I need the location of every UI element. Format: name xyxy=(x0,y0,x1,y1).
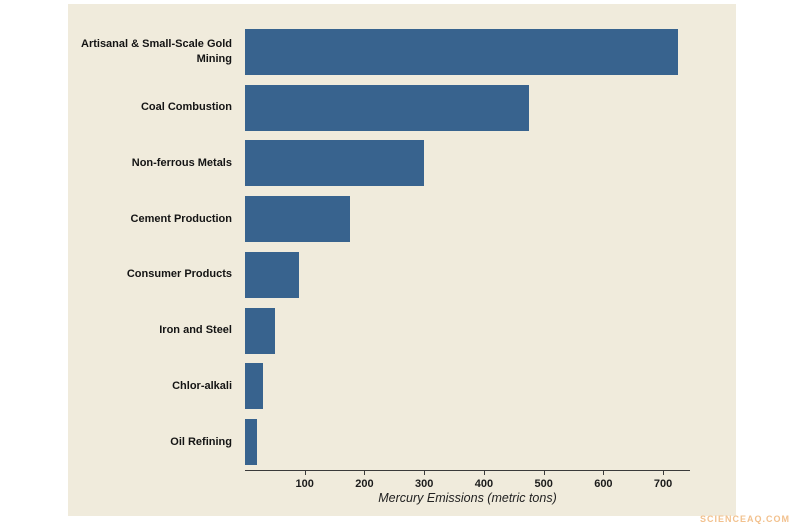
tick-mark xyxy=(663,471,665,475)
watermark: SCIENCEAQ.COM xyxy=(699,514,790,524)
tick-label: 600 xyxy=(594,478,613,490)
tick-mark xyxy=(304,471,306,475)
chart-row: Oil Refining xyxy=(68,414,736,470)
bar xyxy=(245,419,257,466)
bar xyxy=(245,251,299,298)
bar xyxy=(245,28,679,75)
category-label: Non-ferrous Metals xyxy=(131,156,232,169)
tick-mark xyxy=(424,471,426,475)
category-label: Consumer Products xyxy=(126,268,232,281)
bar-track xyxy=(245,247,690,303)
tick-label: 500 xyxy=(534,478,553,490)
bar-track xyxy=(245,303,690,359)
category-label: Coal Combustion xyxy=(140,101,232,114)
category-label: Iron and Steel xyxy=(159,324,232,337)
tick-label: 100 xyxy=(295,478,314,490)
chart-row: Cement Production xyxy=(68,191,736,247)
bar xyxy=(245,307,275,354)
category-label: Artisanal & Small-Scale Gold Mining xyxy=(81,38,232,65)
tick-mark xyxy=(364,471,366,475)
x-axis: 100 200 300 400 500 600 700 xyxy=(245,470,690,490)
bar xyxy=(245,84,529,131)
bar-track xyxy=(245,80,690,136)
category-label: Oil Refining xyxy=(170,435,232,448)
bar xyxy=(245,140,425,187)
bar-track xyxy=(245,414,690,470)
tick-label: 300 xyxy=(415,478,434,490)
chart-row: Consumer Products xyxy=(68,247,736,303)
bar-track xyxy=(245,24,690,80)
tick-mark xyxy=(603,471,605,475)
bar xyxy=(245,363,263,410)
category-label: Chlor-alkali xyxy=(172,379,232,392)
bar xyxy=(245,196,350,243)
tick-label: 200 xyxy=(355,478,374,490)
chart-row: Iron and Steel xyxy=(68,303,736,359)
chart-row: Artisanal & Small-Scale Gold Mining xyxy=(68,24,736,80)
bar-track xyxy=(245,359,690,415)
tick-label: 700 xyxy=(653,478,673,490)
bar-track xyxy=(245,136,690,192)
bar-track xyxy=(245,191,690,247)
tick-mark xyxy=(483,471,485,475)
tick-mark xyxy=(543,471,545,475)
chart-row: Non-ferrous Metals xyxy=(68,136,736,192)
category-label: Cement Production xyxy=(130,212,232,225)
x-axis-title: Mercury Emissions (metric tons) xyxy=(378,491,557,505)
tick-label: 400 xyxy=(474,478,494,490)
chart-row: Coal Combustion xyxy=(68,80,736,136)
chart-panel: Artisanal & Small-Scale Gold Mining Coal … xyxy=(68,4,736,516)
chart-row: Chlor-alkali xyxy=(68,359,736,415)
bar-rows: Artisanal & Small-Scale Gold Mining Coal … xyxy=(68,24,736,470)
